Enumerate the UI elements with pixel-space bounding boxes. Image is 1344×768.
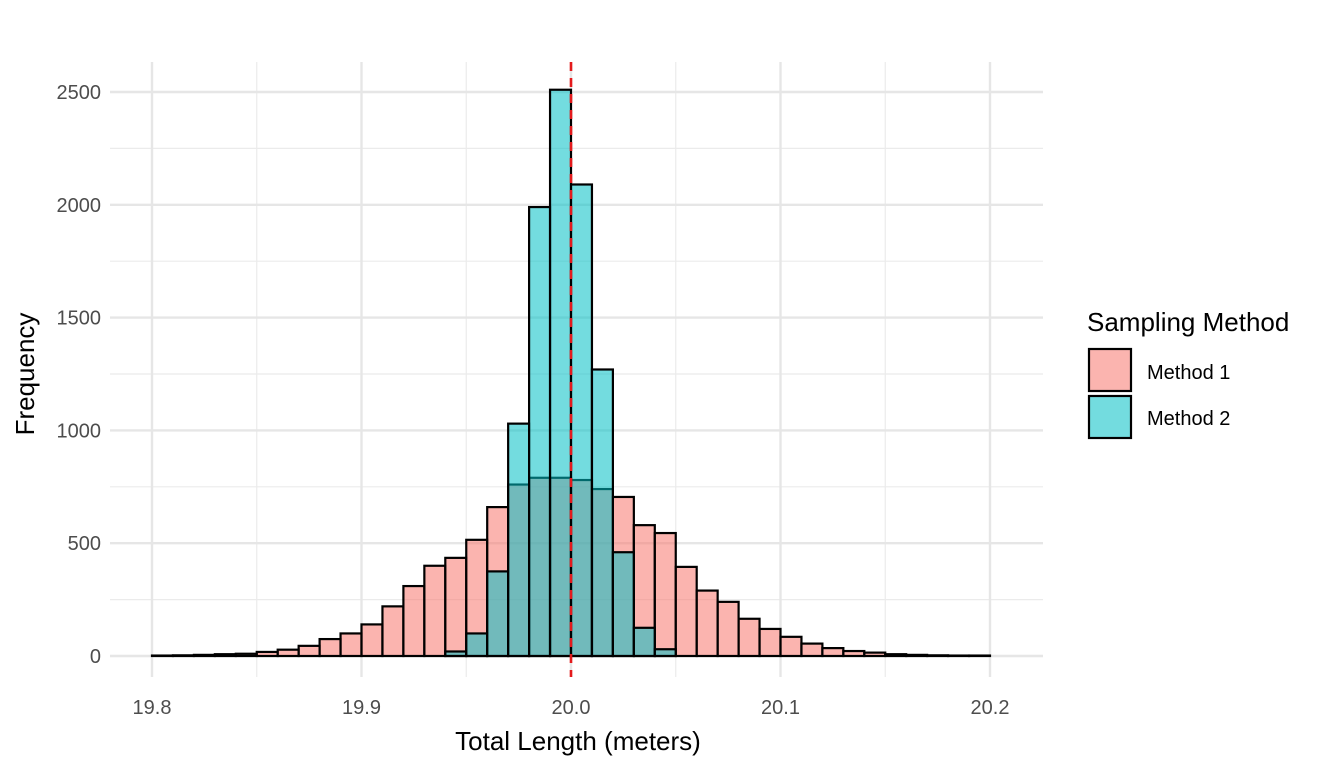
histogram-bar <box>297 644 321 658</box>
histogram-bar <box>527 205 552 658</box>
legend: Sampling Method Method 1 Method 2 <box>1087 307 1289 440</box>
histogram-bar <box>737 617 761 658</box>
histogram-bar <box>926 654 950 658</box>
histogram-bar <box>213 653 237 658</box>
histogram-bar <box>381 605 405 658</box>
y-tick-label: 0 <box>90 646 101 668</box>
histogram-bar <box>486 570 510 658</box>
histogram-bar <box>632 626 656 658</box>
legend-label-method-2: Method 2 <box>1147 408 1230 430</box>
x-tick-label: 20.0 <box>552 697 591 719</box>
histogram-bar <box>255 650 279 658</box>
x-axis-title: Total Length (meters) <box>455 726 701 756</box>
axes: 19.8 19.9 20.0 20.1 20.2 0 500 1000 1500 2000 2500 <box>57 82 1010 719</box>
y-tick-label: 1500 <box>57 308 102 330</box>
histogram-bar <box>863 651 887 658</box>
histogram-bar <box>611 551 635 658</box>
histogram-bar <box>171 654 195 658</box>
histogram-bar <box>507 422 531 658</box>
histogram-bar <box>402 584 426 658</box>
histogram-bar <box>444 556 468 658</box>
histogram-bar <box>192 653 216 658</box>
histogram-bar <box>653 531 677 658</box>
legend-label-method-1: Method 1 <box>1147 362 1230 384</box>
histogram-bar <box>653 648 677 658</box>
histogram-bar <box>695 589 719 658</box>
histogram-bar <box>779 635 803 658</box>
histogram-bar <box>360 623 384 658</box>
histogram-bar <box>444 650 468 658</box>
y-axis-title: Frequency <box>10 313 40 436</box>
y-tick-label: 1000 <box>57 420 102 442</box>
histogram-bar <box>800 642 824 658</box>
histogram-bar <box>548 88 573 658</box>
histogram-bar <box>842 649 866 658</box>
histogram-bar <box>821 647 845 658</box>
histogram-bar <box>423 564 447 658</box>
y-tick-label: 500 <box>68 533 101 555</box>
histogram-bars <box>150 88 992 658</box>
histogram-bar <box>884 653 908 658</box>
histogram-bar <box>465 632 489 658</box>
histogram-bar <box>318 637 342 658</box>
x-tick-label: 19.8 <box>133 697 172 719</box>
histogram-bar <box>339 632 363 658</box>
legend-title: Sampling Method <box>1087 307 1289 337</box>
x-tick-label: 20.2 <box>971 697 1010 719</box>
histogram-bar <box>716 600 740 658</box>
legend-swatch-method-2 <box>1087 394 1133 440</box>
histogram-bar <box>569 183 594 658</box>
histogram-bar <box>234 652 258 658</box>
series-2-bars <box>444 88 677 658</box>
x-tick-label: 20.1 <box>761 697 800 719</box>
x-tick-label: 19.9 <box>342 697 381 719</box>
y-tick-label: 2500 <box>57 82 102 104</box>
legend-swatch-method-1 <box>1087 347 1133 393</box>
y-tick-label: 2000 <box>57 195 102 217</box>
histogram-bar <box>276 648 300 658</box>
histogram-bar <box>758 627 782 658</box>
histogram-bar <box>905 653 929 658</box>
histogram-bar <box>590 368 615 658</box>
histogram-bar <box>674 565 698 658</box>
